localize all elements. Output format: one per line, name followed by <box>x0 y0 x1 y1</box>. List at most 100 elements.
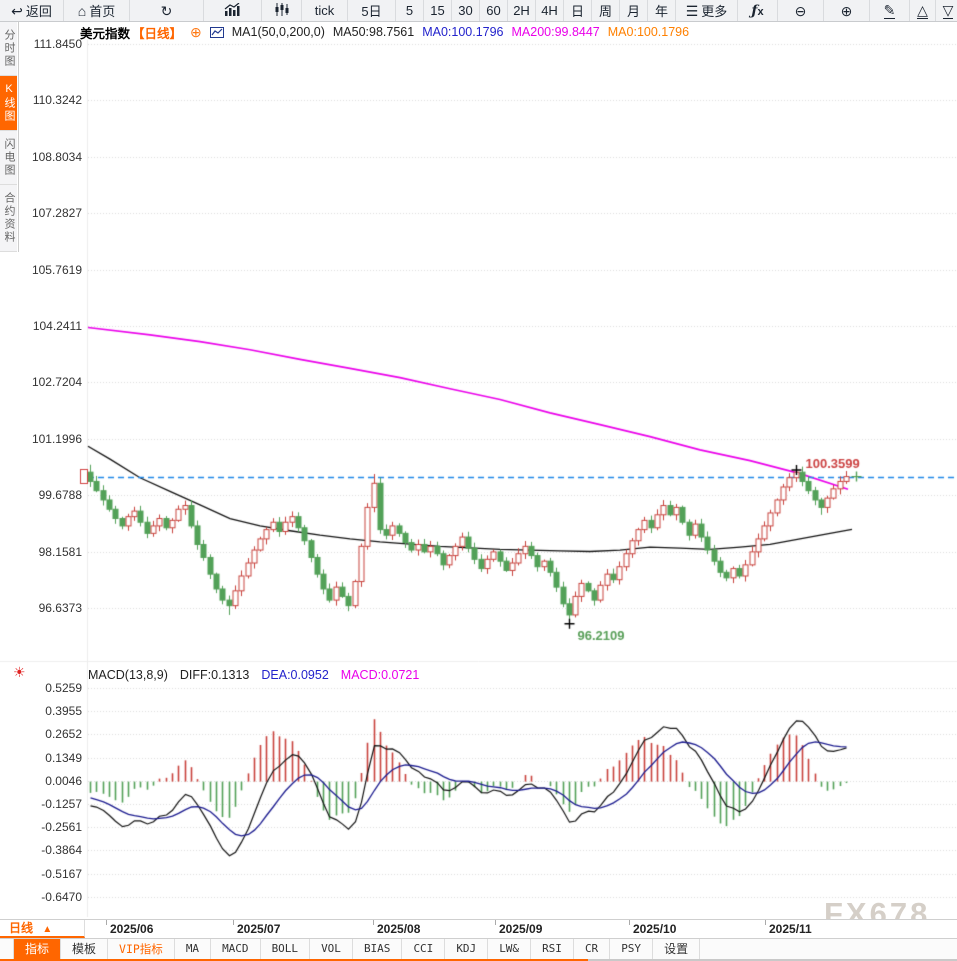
main-axis-label: 110.3242 <box>32 93 82 108</box>
period-selector[interactable]: 日线 ▲ <box>0 920 85 938</box>
toolbar-item-tri-up[interactable]: △ <box>910 0 936 21</box>
tab-PSY[interactable]: PSY <box>610 939 654 959</box>
tab-VIP指标[interactable]: VIP指标 <box>108 939 175 959</box>
toolbar-item-pencil[interactable]: ✎ <box>870 0 910 21</box>
ma-settings-label[interactable]: MA1(50,0,200,0) <box>231 25 325 39</box>
ma200-value: MA200:99.8447 <box>511 25 600 39</box>
macd-axis-label: -0.1257 <box>41 797 82 811</box>
sidebar-item-K线图[interactable]: K线图 <box>0 76 17 131</box>
month-tick <box>629 920 630 925</box>
candlestick-icon <box>274 3 289 18</box>
toolbar-item-日[interactable]: 日 <box>564 0 592 21</box>
toolbar-item-label: 周 <box>598 4 612 19</box>
tab-CR[interactable]: CR <box>574 939 611 959</box>
month-tick <box>373 920 374 925</box>
toolbar-item-label: tick <box>314 3 335 18</box>
toolbar-item-首页[interactable]: ⌂ 首页 <box>64 0 130 21</box>
formula-fx-icon: ƒx <box>751 2 764 19</box>
date-label: 2025/10 <box>633 922 677 936</box>
ma0-orange-value: MA0:100.1796 <box>607 25 690 39</box>
chart-workspace: 分时图 K线图 闪电图 合约资料 美元指数 【日线】 ⊕ MA1(50,0,200,0)… <box>0 22 957 961</box>
date-label: 2025/07 <box>237 922 281 936</box>
toolbar-item-月[interactable]: 月 <box>620 0 648 21</box>
tab-MA[interactable]: MA <box>175 939 212 959</box>
toolbar-item-label: 日 <box>570 4 584 19</box>
macd-bar-value: MACD:0.0721 <box>340 668 420 682</box>
date-label: 2025/08 <box>377 922 421 936</box>
tab-模板[interactable]: 模板 <box>61 939 109 959</box>
toolbar-item-2H[interactable]: 2H <box>508 0 536 21</box>
tab-指标[interactable]: 指标 <box>13 939 62 959</box>
macd-axis-label: 0.5259 <box>45 681 82 695</box>
tab-KDJ[interactable]: KDJ <box>445 939 489 959</box>
symbol-title: 美元指数 <box>80 26 131 41</box>
main-axis-label: 99.6788 <box>38 488 82 503</box>
toolbar-item-30[interactable]: 30 <box>452 0 480 21</box>
tab-LW&[interactable]: LW& <box>488 939 532 959</box>
toolbar-item-label: 2H <box>513 3 530 18</box>
menu-icon: ☰ <box>685 2 699 19</box>
period-arrow-icon: ▲ <box>42 924 53 935</box>
toolbar-item-label: 更多 <box>701 4 728 19</box>
sidebar-item-闪电图[interactable]: 闪电图 <box>0 131 17 185</box>
toolbar-item-fx[interactable]: ƒx <box>738 0 778 21</box>
refresh-icon: ↻ <box>160 2 173 19</box>
bottom-accent-line <box>0 959 957 961</box>
chart-canvas[interactable] <box>0 22 957 919</box>
macd-header: MACD(13,8,9) DIFF:0.1313 DEA:0.0952 MACD… <box>88 668 419 682</box>
macd-axis-label: -0.3864 <box>41 843 82 858</box>
main-axis-label: 101.1996 <box>31 431 82 446</box>
main-axis-label: 98.1581 <box>38 544 82 559</box>
home-icon: ⌂ <box>77 2 87 19</box>
tab-设置[interactable]: 设置 <box>653 939 701 959</box>
tab-CCI[interactable]: CCI <box>402 939 446 959</box>
toolbar-item-60[interactable]: 60 <box>480 0 508 21</box>
chart-style-icon[interactable] <box>209 26 224 38</box>
toolbar-item-tick[interactable]: tick <box>302 0 348 21</box>
toolbar-item-zoom-in[interactable]: ⊕ <box>824 0 870 21</box>
zoom-out-icon: ⊖ <box>794 2 807 19</box>
tab-BIAS[interactable]: BIAS <box>353 939 403 959</box>
main-chart-header: 美元指数 【日线】 ⊕ MA1(50,0,200,0) MA50:98.7561 … <box>80 24 690 41</box>
toolbar-item-tri-down[interactable]: ▽ <box>936 0 957 21</box>
toolbar-item-5[interactable]: 5 <box>396 0 424 21</box>
back-icon: ↩ <box>11 2 23 19</box>
month-tick <box>233 920 234 925</box>
tab-VOL[interactable]: VOL <box>310 939 353 959</box>
toolbar-item-label: 首页 <box>89 4 116 19</box>
tab-RSI[interactable]: RSI <box>531 939 574 959</box>
macd-axis-label: 0.1349 <box>45 750 82 765</box>
month-tick <box>495 920 496 925</box>
toolbar-item-更多[interactable]: ☰ 更多 <box>676 0 738 21</box>
indicator-settings-sun-icon[interactable]: ☀ <box>13 664 26 680</box>
toolbar-item-bar-chart[interactable] <box>204 0 262 21</box>
add-indicator-icon[interactable]: ⊕ <box>190 24 202 40</box>
triangle-up-icon: △ <box>917 1 928 19</box>
pencil-draw-icon: ✎ <box>883 1 896 19</box>
sidebar-item-分时图[interactable]: 分时图 <box>0 22 17 76</box>
toolbar-item-5日[interactable]: 5日 <box>348 0 396 21</box>
toolbar-item-4H[interactable]: 4H <box>536 0 564 21</box>
macd-settings-label[interactable]: MACD(13,8,9) <box>88 668 168 682</box>
toolbar-item-周[interactable]: 周 <box>592 0 620 21</box>
period-label: 日线 <box>9 921 34 935</box>
toolbar-item-refresh[interactable]: ↻ <box>130 0 204 21</box>
tab-BOLL[interactable]: BOLL <box>261 939 311 959</box>
date-label: 2025/11 <box>769 922 812 936</box>
toolbar-item-年[interactable]: 年 <box>648 0 676 21</box>
indicator-tab-bar: 指标 模板 VIP指标 MA MACD BOLL VOL BIAS CCI KDJ LW& RSI CR… <box>0 939 957 959</box>
toolbar-item-label: 15 <box>430 3 445 18</box>
toolbar-item-zoom-out[interactable]: ⊖ <box>778 0 824 21</box>
macd-dea-value: DEA:0.0952 <box>261 668 329 682</box>
toolbar-item-label: 返回 <box>25 4 52 19</box>
toolbar-item-15[interactable]: 15 <box>424 0 452 21</box>
main-axis-label: 96.6373 <box>38 601 82 615</box>
macd-axis-label: -0.6470 <box>41 889 82 904</box>
date-label: 2025/06 <box>110 922 154 936</box>
macd-axis-label: -0.5167 <box>41 866 82 881</box>
sidebar-item-合约资料[interactable]: 合约资料 <box>0 185 17 252</box>
chart-type-sidebar: 分时图 K线图 闪电图 合约资料 <box>0 22 19 252</box>
toolbar-item-candles[interactable] <box>262 0 302 21</box>
tab-MACD[interactable]: MACD <box>211 939 261 959</box>
toolbar-item-返回[interactable]: ↩ 返回 <box>0 0 64 21</box>
